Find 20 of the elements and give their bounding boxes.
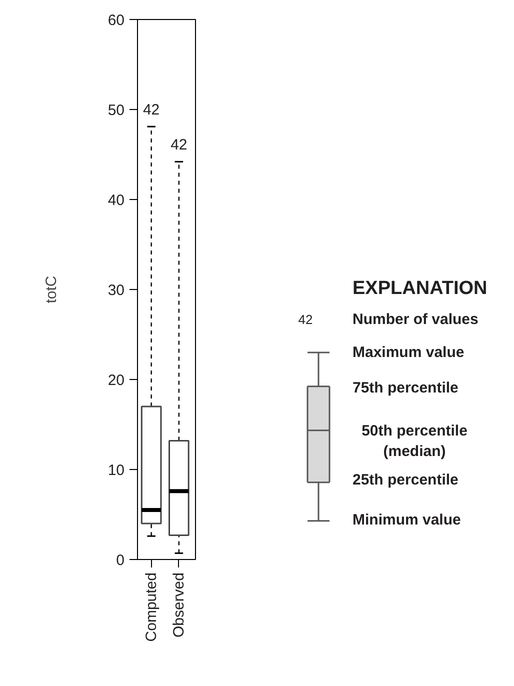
y-tick-label: 20 xyxy=(108,372,125,389)
text: 75th percentile xyxy=(352,379,458,396)
y-tick-label: 60 xyxy=(108,12,125,29)
annotation: 42 xyxy=(142,102,160,119)
text: 42 xyxy=(298,312,313,327)
y-tick-label: 50 xyxy=(108,102,125,119)
annotation: 42 xyxy=(170,136,188,154)
x-tick-label: Observed xyxy=(170,572,188,638)
x-tick-label: Computed xyxy=(142,572,160,642)
text: Maximum value xyxy=(352,344,464,361)
text: Number of values xyxy=(352,310,478,328)
text: Minimum value xyxy=(352,512,461,529)
text: EXPLANATION xyxy=(352,278,488,300)
text: 25th percentile xyxy=(352,471,458,488)
y-tick-label: 30 xyxy=(108,282,125,299)
y-tick-label: 0 xyxy=(116,552,124,569)
y-tick-label: 10 xyxy=(108,462,125,479)
y-axis-title: totC xyxy=(42,276,60,304)
y-tick-label: 40 xyxy=(108,192,125,209)
text: 50th percentile (median) xyxy=(362,422,468,460)
